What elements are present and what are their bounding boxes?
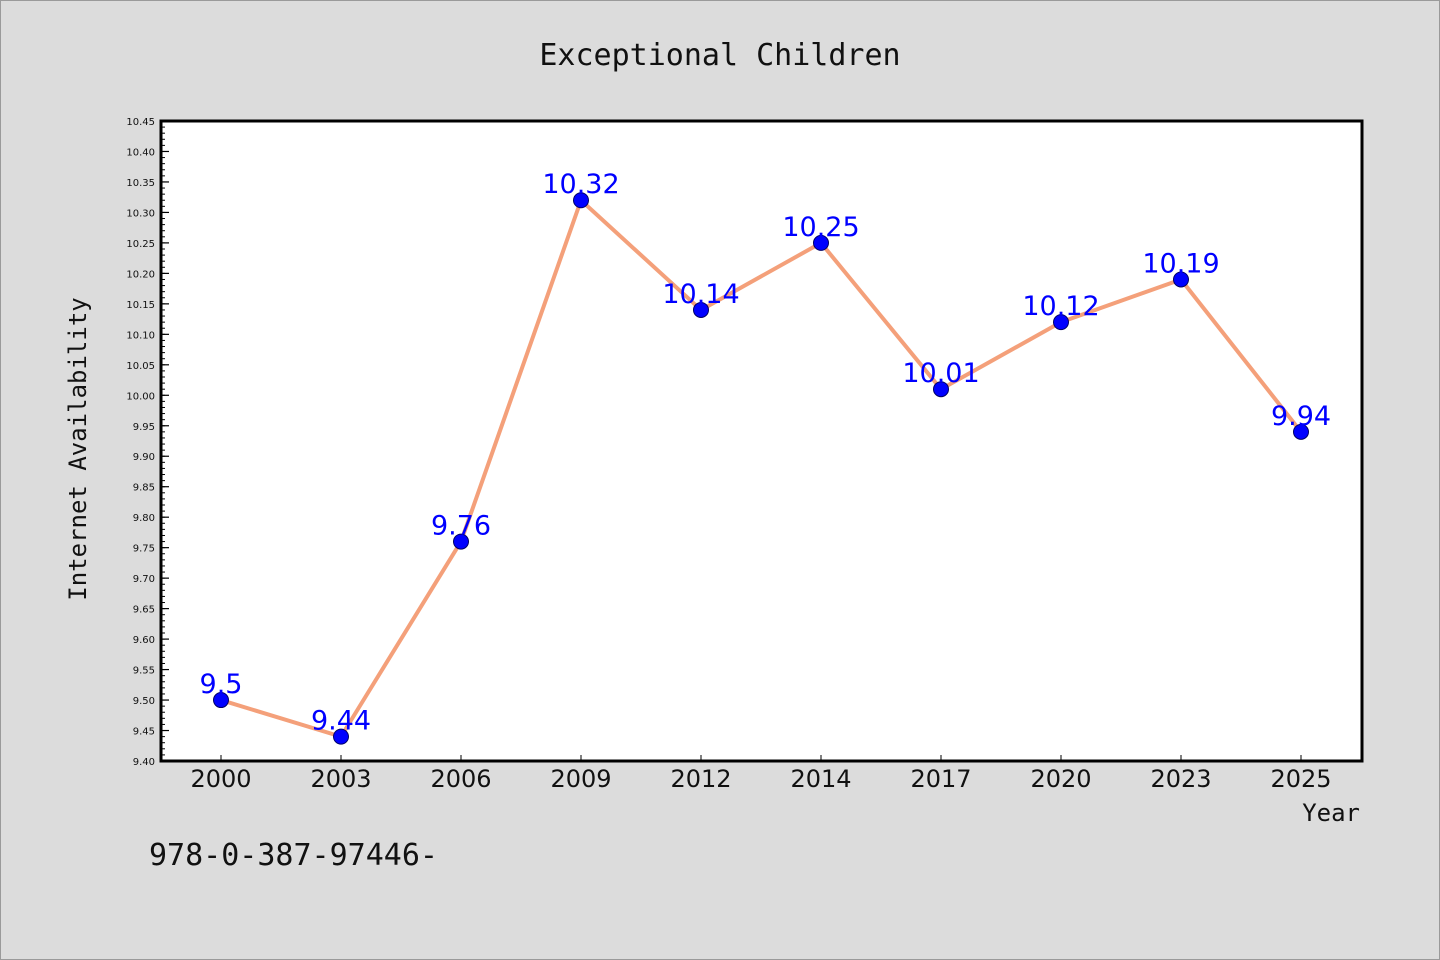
x-tick-label: 2009 (550, 765, 611, 793)
data-label: 9.5 (200, 669, 243, 700)
y-tick-label: 9.80 (133, 513, 155, 524)
y-tick-label: 9.50 (133, 696, 155, 707)
x-axis-label: Year (1302, 799, 1360, 827)
y-tick-label: 10.30 (126, 208, 155, 219)
data-markers (213, 192, 1309, 745)
y-tick-label: 10.45 (126, 117, 155, 128)
data-label: 10.01 (902, 358, 979, 389)
data-label: 9.94 (1271, 401, 1331, 432)
y-tick-label: 10.35 (126, 178, 155, 189)
y-tick-label: 10.15 (126, 300, 155, 311)
x-tick-label: 2000 (190, 765, 251, 793)
y-tick-label: 10.25 (126, 239, 155, 250)
y-tick-label: 9.90 (133, 452, 155, 463)
y-tick-label: 10.00 (126, 391, 155, 402)
x-tick-label: 2006 (430, 765, 491, 793)
x-tick-label: 2020 (1030, 765, 1091, 793)
y-tick-label: 9.75 (133, 544, 155, 555)
series-line (219, 198, 1303, 739)
footer-isbn-text: 978-0-387-97446- (149, 838, 438, 873)
data-label: 10.32 (542, 169, 619, 200)
x-tick-label: 2023 (1150, 765, 1211, 793)
x-axis-ticks: 2000 2003 2006 2009 2012 2014 2017 2020 2023 2025 (190, 755, 1332, 793)
y-tick-label: 9.45 (133, 727, 155, 738)
data-label: 10.19 (1142, 248, 1219, 279)
y-tick-label: 9.70 (133, 574, 155, 585)
y-tick-label: 9.65 (133, 605, 155, 616)
data-point (213, 692, 229, 709)
x-tick-label: 2014 (790, 765, 851, 793)
x-tick-label: 2003 (310, 765, 371, 793)
data-point (573, 192, 589, 209)
y-axis-ticks: 9.40 9.45 9.50 9.55 9.60 9.65 9.70 9.75 9.80 9.85… (126, 117, 169, 768)
y-tick-label: 10.10 (126, 330, 155, 341)
x-tick-label: 2025 (1270, 765, 1331, 793)
data-labels: 9.5 9.44 9.76 10.32 10.14 10.25 10.01 10.12 10.1… (200, 169, 1332, 736)
data-label: 10.25 (782, 212, 859, 243)
y-tick-label: 9.55 (133, 666, 155, 677)
plot-area (159, 119, 1364, 763)
y-axis-label: Internet Availability (64, 297, 92, 600)
series-line-group (219, 198, 1303, 739)
y-tick-label: 10.05 (126, 361, 155, 372)
y-tick-label: 9.40 (133, 757, 155, 768)
data-label: 10.12 (1022, 291, 1099, 322)
data-point (693, 301, 709, 318)
data-point (1053, 314, 1069, 331)
data-point (453, 533, 469, 550)
data-label: 9.76 (431, 511, 491, 542)
y-tick-label: 9.95 (133, 422, 155, 433)
data-point (1173, 271, 1189, 288)
y-tick-label: 9.60 (133, 635, 155, 646)
y-tick-label: 9.85 (133, 483, 155, 494)
data-label: 9.44 (311, 706, 371, 737)
data-point (933, 381, 949, 398)
y-tick-label: 10.40 (126, 147, 155, 158)
data-point (1293, 423, 1309, 440)
chart-title: Exceptional Children (539, 38, 900, 73)
x-tick-label: 2017 (910, 765, 971, 793)
data-label: 10.14 (662, 279, 739, 310)
data-point (333, 728, 349, 745)
data-point (813, 234, 829, 251)
x-tick-label: 2012 (670, 765, 731, 793)
y-tick-label: 10.20 (126, 269, 155, 280)
